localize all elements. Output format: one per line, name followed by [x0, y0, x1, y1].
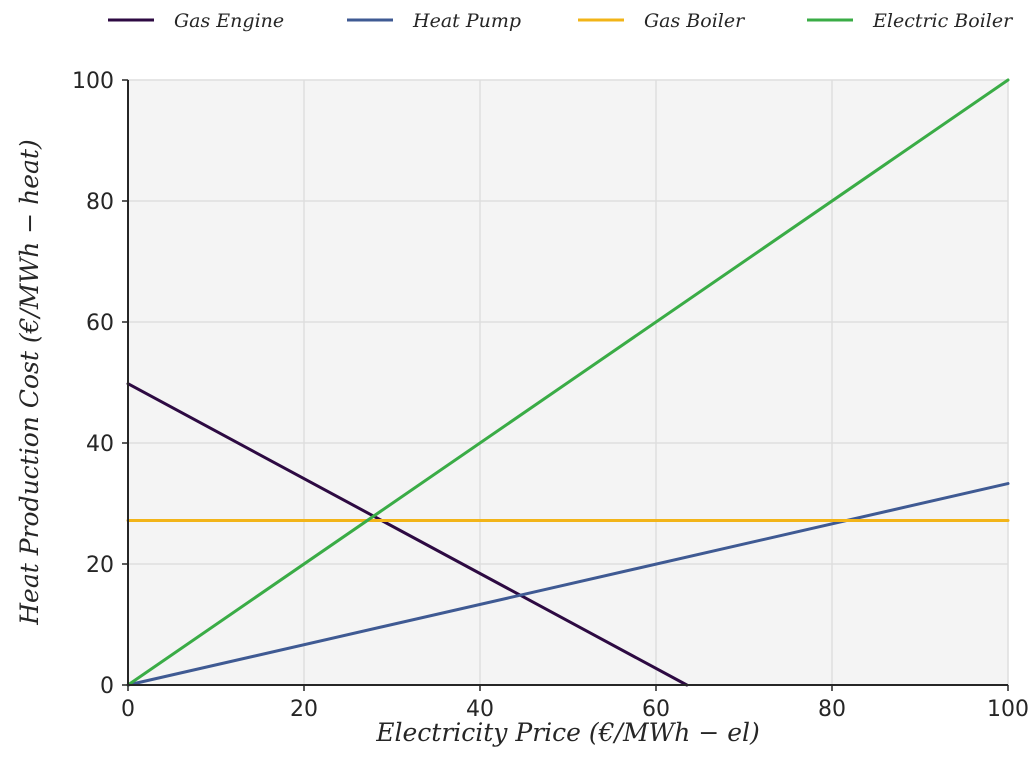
- grid: [127, 79, 1009, 686]
- x-tick-label: 80: [818, 697, 846, 722]
- x-axis-title: Electricity Price (€/MWh − el): [375, 718, 760, 747]
- y-tick-label: 60: [86, 311, 114, 336]
- x-tick-label: 20: [290, 697, 318, 722]
- y-tick-label: 100: [72, 69, 114, 94]
- x-tick-label: 40: [466, 697, 494, 722]
- legend-label: Gas Engine: [174, 10, 284, 32]
- legend-label: Gas Boiler: [644, 10, 746, 32]
- y-ticks: 0 20 40 60 80 100: [72, 69, 128, 699]
- legend-label: Heat Pump: [412, 10, 521, 32]
- series-line-electric-boiler: [126, 78, 1010, 687]
- legend-label: Electric Boiler: [872, 10, 1014, 32]
- y-axis-title: Heat Production Cost (€/MWh − heat): [15, 139, 44, 626]
- series-layer: [126, 78, 1010, 687]
- y-tick-label: 40: [86, 432, 114, 457]
- series-line-gas-engine: [126, 382, 689, 687]
- x-ticks: 0 20 40 60 80 100: [121, 685, 1029, 722]
- y-tick-label: 80: [86, 190, 114, 215]
- legend: Gas Engine Heat Pump Gas Boiler Electric Bo…: [108, 10, 1014, 32]
- x-tick-label: 60: [642, 697, 670, 722]
- x-tick-label: 100: [987, 697, 1029, 722]
- y-tick-label: 0: [100, 674, 114, 699]
- x-tick-label: 0: [121, 697, 135, 722]
- series-line-heat-pump: [126, 482, 1010, 687]
- y-tick-label: 20: [86, 553, 114, 578]
